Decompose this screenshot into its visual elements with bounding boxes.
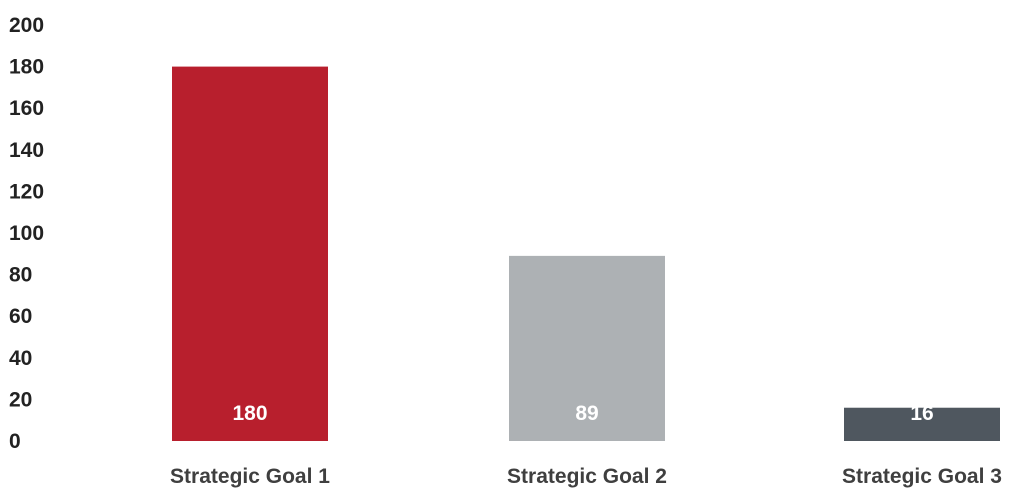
y-tick-label: 180 (9, 56, 44, 79)
y-tick-label: 160 (9, 97, 44, 120)
bars (172, 66, 1000, 441)
x-category-label: Strategic Goal 3 (842, 465, 1002, 488)
y-axis: 0 20 40 60 80 100 120 140 160 180 200 (9, 14, 44, 453)
y-tick-label: 60 (9, 305, 32, 328)
x-category-label: Strategic Goal 1 (170, 465, 330, 488)
x-axis: Strategic Goal 1 Strategic Goal 2 Strategi… (170, 465, 1002, 488)
y-tick-label: 20 (9, 388, 32, 411)
y-tick-label: 140 (9, 139, 44, 162)
data-label: 89 (575, 402, 598, 425)
bar-strategic-goal-3 (844, 407, 1000, 441)
y-tick-label: 200 (9, 14, 44, 37)
y-tick-label: 80 (9, 264, 32, 287)
x-category-label: Strategic Goal 2 (507, 465, 667, 488)
y-tick-label: 40 (9, 347, 32, 370)
y-tick-label: 0 (9, 430, 21, 453)
data-label: 180 (232, 402, 267, 425)
data-label: 16 (910, 402, 933, 425)
y-tick-label: 120 (9, 180, 44, 203)
bar-strategic-goal-2 (509, 255, 665, 441)
data-labels: 180 89 16 (232, 402, 933, 425)
bar-strategic-goal-1 (172, 66, 328, 441)
y-tick-label: 100 (9, 222, 44, 245)
